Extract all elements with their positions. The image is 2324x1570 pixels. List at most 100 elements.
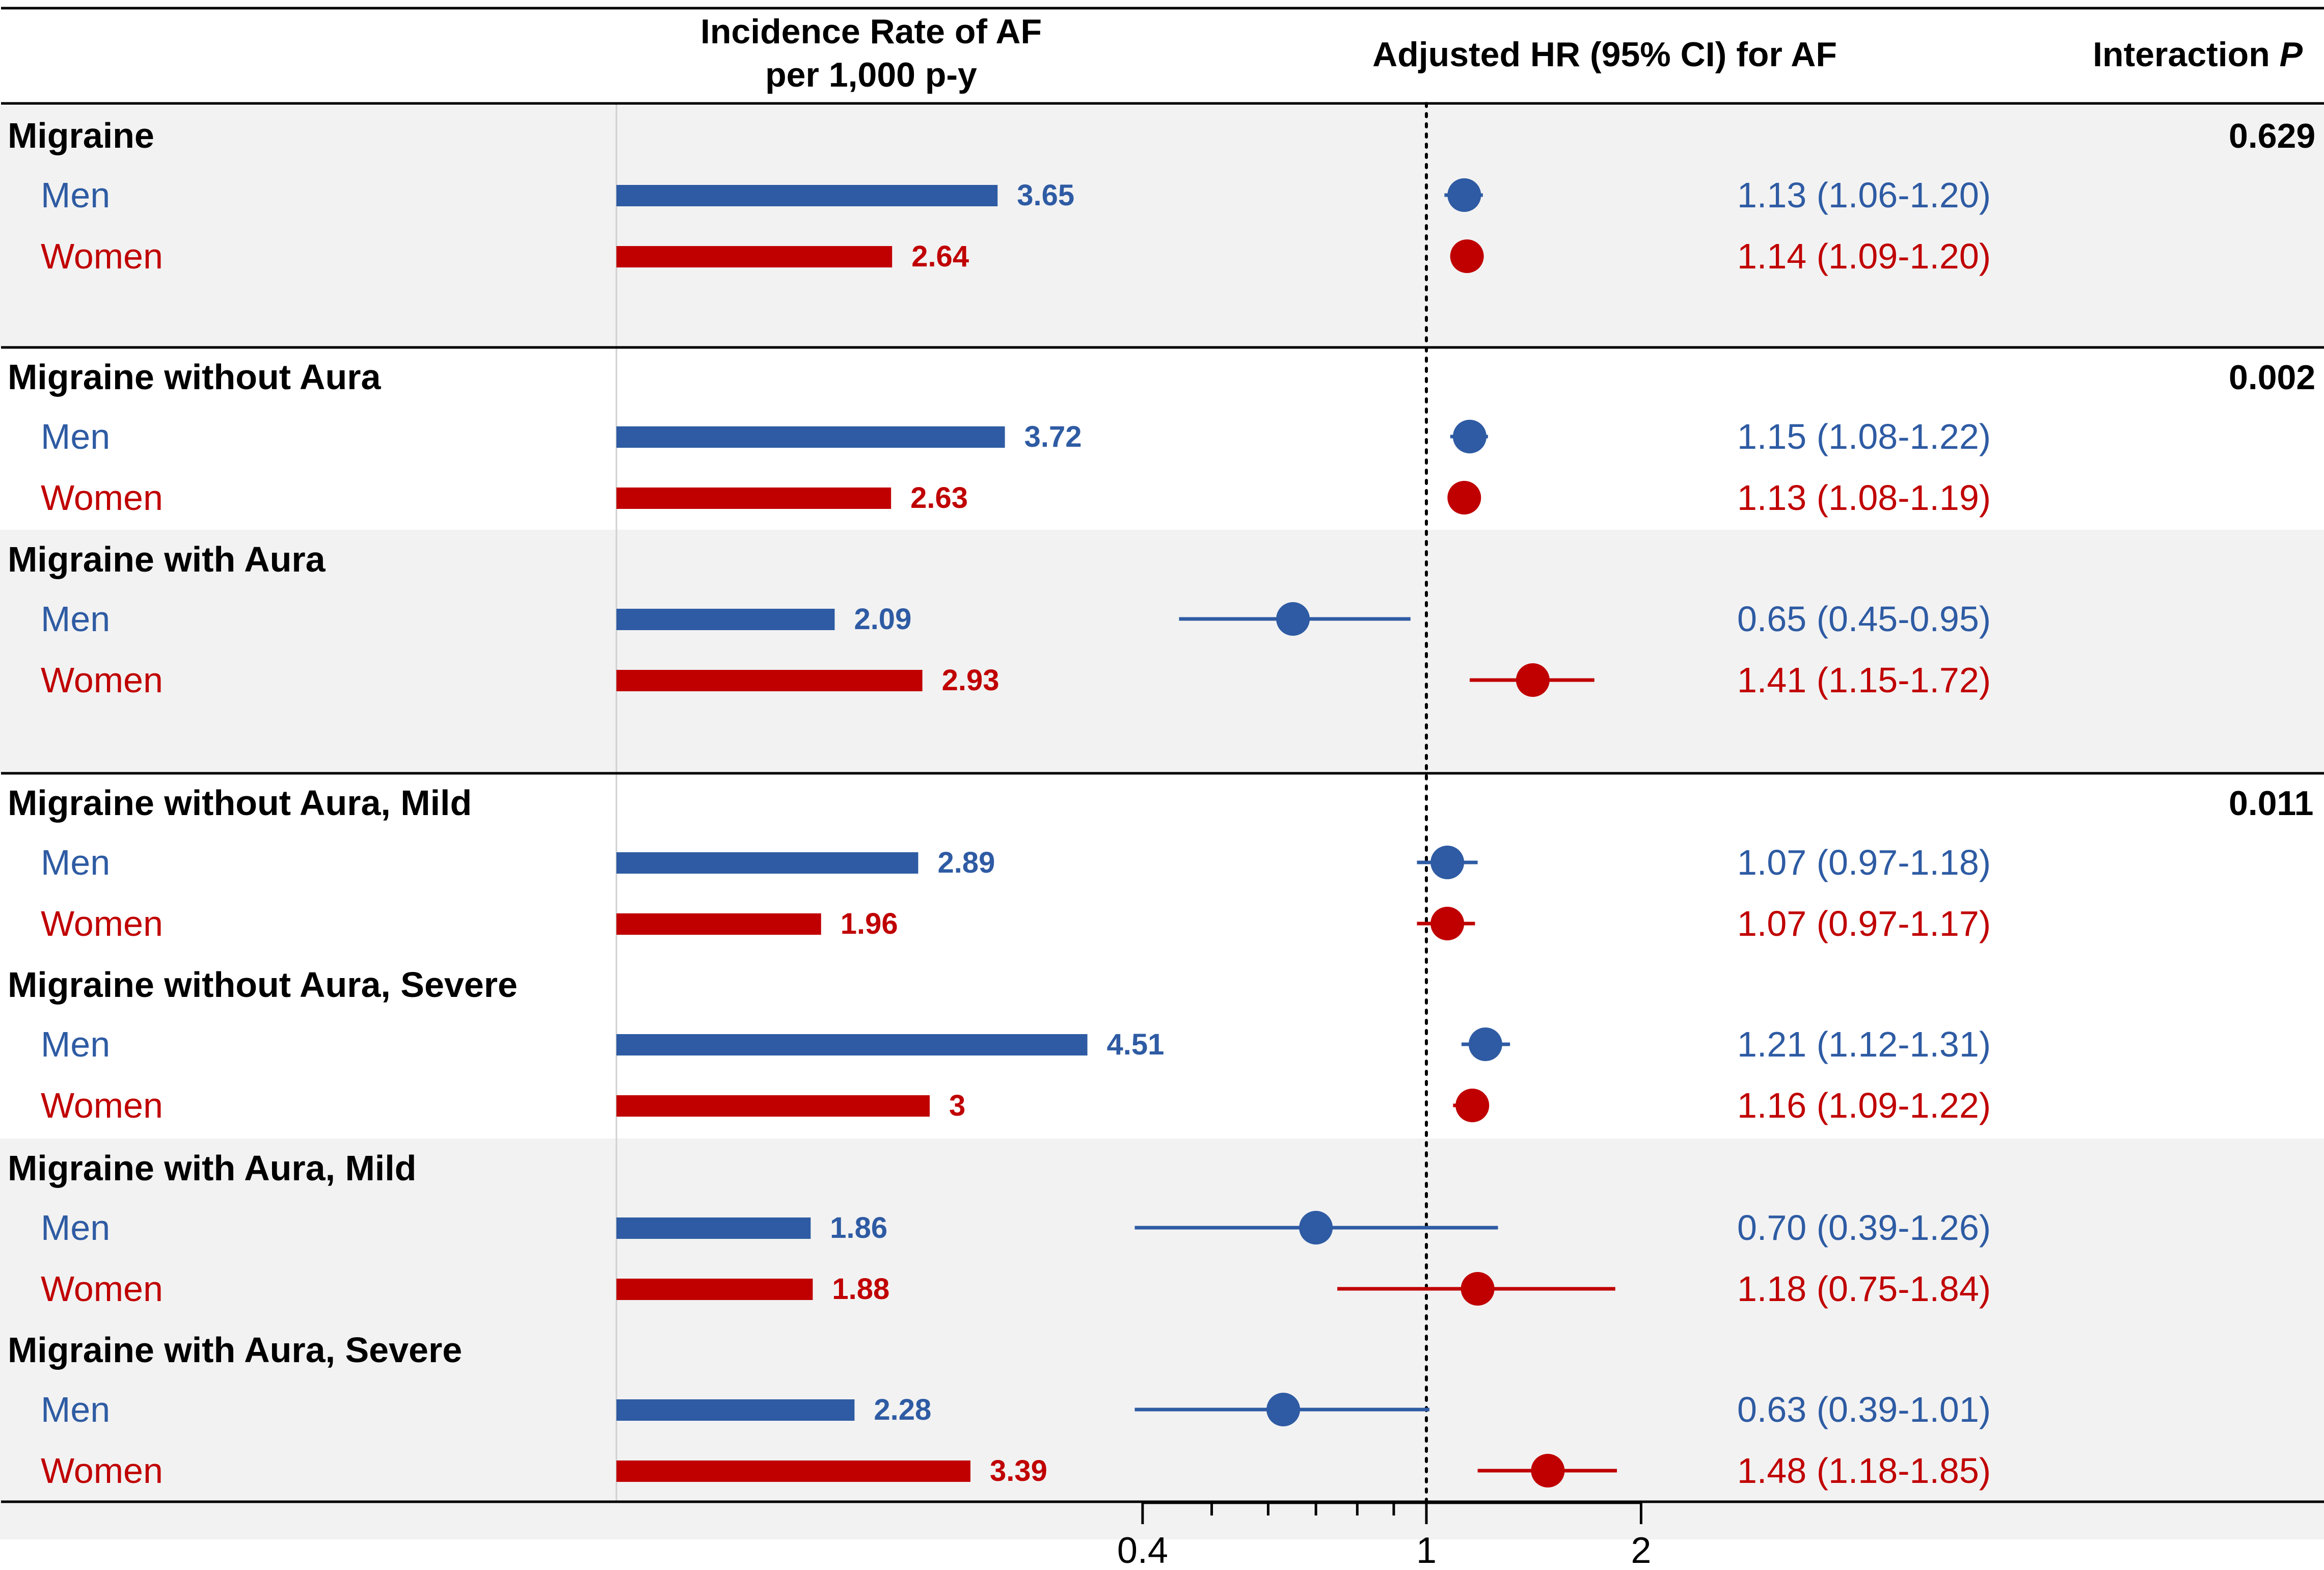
group-label: Migraine without Aura [8,357,381,397]
sex-label: Women [41,478,163,518]
hr-ci-text: 1.07 (0.97-1.18) [1737,843,1991,882]
incidence-bar [616,913,821,935]
interaction-p-value: 0.629 [2229,117,2315,155]
group-2: Migraine with Aura Men 2.09 0.65 (0.45-0.95… [8,539,1991,700]
interaction-header-p: P [2280,35,2303,74]
incidence-value-label: 2.93 [942,664,999,697]
incidence-value-label: 1.96 [841,907,898,940]
hr-ci-text: 0.65 (0.45-0.95) [1737,599,1991,639]
incidence-bar [616,1217,811,1239]
row-women: Women 2.63 1.13 (1.08-1.19) [41,478,1991,518]
hr-point [1266,1393,1301,1426]
incidence-value-label: 3 [949,1089,965,1122]
interaction-p-value: 0.011 [2229,784,2313,823]
incidence-value-label: 2.64 [911,240,969,273]
row-men: Men 3.72 1.15 (1.08-1.22) [41,417,1991,456]
row-women: Women 3.39 1.48 (1.18-1.85) [41,1451,1991,1491]
group-label: Migraine with Aura [8,539,326,579]
hr-ci-text: 1.14 (1.09-1.20) [1737,236,1991,276]
hr-ci-text: 1.18 (0.75-1.84) [1737,1269,1991,1309]
row-women: Women 2.93 1.41 (1.15-1.72) [41,660,1991,700]
background-bands [0,103,2324,1539]
sex-label: Men [41,1208,110,1248]
incidence-value-label: 3.65 [1017,179,1074,212]
hr-point [1430,907,1465,940]
shaded-band-2 [0,1139,2324,1539]
incidence-bar [616,246,893,267]
row-women: Women 2.64 1.14 (1.09-1.20) [41,236,1991,276]
group-label: Migraine without Aura, Mild [8,783,472,823]
incidence-header-line2: per 1,000 p-y [765,56,977,94]
hr-axis-tick-label: 1 [1416,1530,1437,1567]
group-0: Migraine 0.629 Men 3.65 1.13 (1.06-1.20) Wome… [8,116,2315,276]
group-label: Migraine [8,116,154,155]
group-label: Migraine with Aura, Mild [8,1148,416,1188]
hr-axis-tick-label: 2 [1631,1530,1651,1567]
rows-layer: Migraine 0.629 Men 3.65 1.13 (1.06-1.20) Wome… [8,116,2315,1491]
hr-ci-text: 1.13 (1.08-1.19) [1737,478,1991,518]
incidence-bar [616,488,891,509]
incidence-value-label: 3.72 [1024,420,1082,453]
sex-label: Men [41,599,110,639]
incidence-value-label: 4.51 [1107,1028,1165,1061]
incidence-bar [616,1460,970,1482]
hr-point [1447,178,1481,212]
hr-ci-text: 1.13 (1.06-1.20) [1737,175,1991,215]
row-women: Women 1.96 1.07 (0.97-1.17) [41,904,1991,943]
group-6: Migraine with Aura, Severe Men 2.28 0.63 (0… [8,1330,1991,1491]
hr-point [1299,1211,1333,1244]
hr-point [1455,1089,1490,1122]
incidence-bar [616,852,918,874]
hr-header: Adjusted HR (95% CI) for AF [1372,35,1837,74]
incidence-value-label: 1.86 [830,1211,887,1244]
incidence-bar [616,1034,1088,1055]
column-headers: Incidence Rate of AF per 1,000 p-y Adjus… [700,12,2303,94]
shaded-band-1 [0,530,2324,773]
incidence-value-label: 3.39 [990,1454,1047,1487]
incidence-bar [616,670,923,691]
group-4: Migraine without Aura, Severe Men 4.51 1.21… [8,965,1991,1125]
hr-ci-text: 1.41 (1.15-1.72) [1737,660,1991,700]
incidence-bar [616,1399,855,1421]
sex-label: Women [41,1451,163,1491]
hr-ci-text: 1.48 (1.18-1.85) [1737,1451,1991,1491]
incidence-header-line1: Incidence Rate of AF [700,12,1042,51]
group-label: Migraine without Aura, Severe [8,965,518,1005]
row-women: Women 1.88 1.18 (0.75-1.84) [41,1269,1991,1309]
hr-point [1276,602,1310,636]
hr-ci-text: 1.16 (1.09-1.22) [1737,1086,1991,1125]
hr-ci-text: 1.07 (0.97-1.17) [1737,904,1991,943]
sex-label: Men [41,175,110,215]
rules-layer [1,7,2324,1503]
row-men: Men 4.51 1.21 (1.12-1.31) [41,1024,1991,1064]
hr-axis-tick-label: 0.4 [1117,1530,1168,1567]
hr-point [1531,1454,1565,1487]
incidence-bar [616,1279,813,1300]
hr-point [1450,239,1484,273]
hr-ci-text: 0.70 (0.39-1.26) [1737,1208,1991,1248]
incidence-value-label: 2.63 [910,481,968,515]
hr-point [1447,481,1481,515]
group-3: Migraine without Aura, Mild 0.011 Men 2.89 1… [8,783,2313,943]
hr-ci-text: 1.21 (1.12-1.31) [1737,1024,1991,1064]
sex-label: Women [41,660,163,700]
incidence-value-label: 1.88 [832,1273,889,1306]
sex-label: Men [41,417,110,456]
row-men: Men 2.28 0.63 (0.39-1.01) [41,1390,1991,1429]
hr-point [1516,663,1550,697]
interaction-header: Interaction P [2093,35,2303,74]
incidence-bar [616,1095,930,1117]
hr-ci-text: 1.15 (1.08-1.22) [1737,417,1991,456]
row-men: Men 2.09 0.65 (0.45-0.95) [41,599,1991,639]
interaction-header-text: Interaction [2093,35,2280,74]
incidence-bar [616,609,835,630]
row-men: Men 2.89 1.07 (0.97-1.18) [41,843,1991,882]
sex-label: Men [41,1024,110,1064]
row-women: Women 3 1.16 (1.09-1.22) [41,1086,1991,1125]
incidence-value-label: 2.28 [874,1393,931,1426]
sex-label: Women [41,236,163,276]
sex-label: Women [41,904,163,943]
incidence-bar [616,185,998,206]
